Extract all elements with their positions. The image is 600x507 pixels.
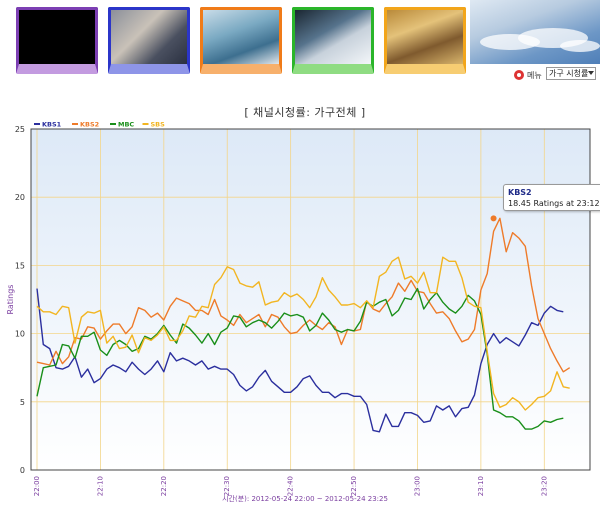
y-axis-label: Ratings	[6, 285, 15, 315]
tooltip-series-name: KBS2	[508, 188, 532, 197]
x-tick-label: 22:00	[33, 476, 41, 496]
plot-area	[31, 129, 590, 470]
red-dot-icon	[514, 70, 524, 80]
legend-mbc: MBC	[118, 121, 134, 129]
legend-sbs: SBS	[151, 121, 166, 129]
x-tick-label: 23:20	[540, 476, 548, 496]
chart-tooltip: KBS2 18.45 Ratings at 23:12	[503, 184, 600, 211]
thumb-sbs[interactable]	[292, 7, 374, 74]
y-tick-label: 25	[15, 125, 25, 134]
y-tick-label: 20	[15, 193, 25, 202]
y-tick-label: 15	[15, 261, 25, 270]
menu-label: 메뉴	[527, 70, 542, 80]
series-line-kbs2	[36, 217, 571, 373]
series-line-kbs1	[36, 288, 564, 433]
thumbnail-screen	[111, 10, 187, 64]
thumb-extra[interactable]	[384, 7, 466, 74]
series-line-mbc	[36, 287, 564, 430]
x-tick-label: 23:00	[413, 476, 421, 496]
x-tick-label: 22:40	[287, 476, 295, 496]
y-tick-label: 0	[20, 466, 25, 475]
x-tick-label: 23:10	[477, 476, 485, 496]
plot-border	[30, 128, 591, 471]
tooltip-value: 18.45 Ratings at 23:12	[508, 199, 600, 208]
legend-kbs2: KBS2	[80, 121, 99, 129]
x-tick-label: 22:50	[350, 476, 358, 496]
rating-type-select[interactable]: 가구 시청률	[546, 67, 596, 80]
chevron-down-icon	[588, 71, 594, 75]
top-banner: 메뉴 가구 시청률	[0, 0, 600, 95]
thumb-mbc[interactable]	[200, 7, 282, 74]
y-tick-label: 10	[15, 330, 25, 339]
rating-type-value: 가구 시청률	[549, 69, 589, 78]
series-line-sbs	[36, 256, 570, 411]
thumbnail-screen	[295, 10, 371, 64]
legend-kbs1: KBS1	[42, 121, 62, 129]
time-range-label: 시간(분): 2012-05-24 22:00 ~ 2012-05-24 23:…	[222, 495, 388, 503]
sky-banner	[470, 0, 600, 64]
x-tick-label: 22:30	[223, 476, 231, 496]
menu-button[interactable]: 메뉴	[514, 68, 542, 82]
thumbnail-screen	[387, 10, 463, 64]
thumbnail-screen	[203, 10, 279, 64]
thumb-kbs2[interactable]	[108, 7, 190, 74]
thumbnail-screen	[19, 10, 95, 64]
highlight-point	[490, 215, 497, 222]
x-tick-label: 22:10	[96, 476, 104, 496]
x-tick-label: 22:20	[160, 476, 168, 496]
chart-title: [ 채널시청률: 가구전체 ]	[244, 106, 366, 119]
thumb-kbs1[interactable]	[16, 7, 98, 74]
y-tick-label: 5	[20, 398, 25, 407]
